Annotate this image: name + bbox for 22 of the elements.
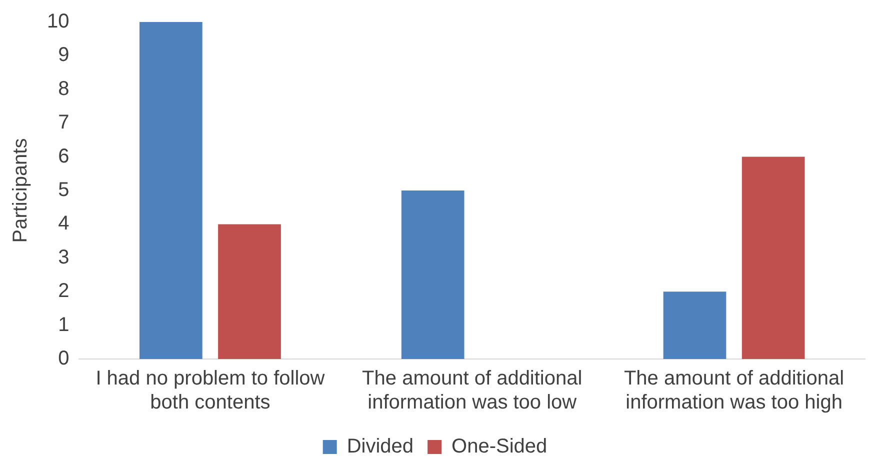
x-tick-label: I had no problem to follow both contents	[96, 368, 326, 414]
y-tick-label: 10	[46, 10, 70, 33]
legend-label: Divided	[346, 436, 414, 458]
y-tick-label: 5	[58, 179, 70, 202]
y-tick-label: 2	[58, 280, 70, 302]
x-tick-label: The amount of additional information was too low	[362, 368, 582, 414]
bar	[139, 22, 202, 359]
y-tick-label: 9	[58, 44, 70, 66]
y-tick-label: 3	[58, 246, 70, 268]
y-tick-label: 6	[58, 145, 70, 168]
bar	[663, 292, 726, 359]
legend-label: One-Sided	[452, 436, 548, 458]
y-tick-label: 7	[58, 112, 70, 134]
y-tick-label: 1	[58, 314, 70, 336]
y-tick-label: 8	[58, 78, 70, 100]
y-tick-label: 0	[58, 348, 70, 370]
y-axis-title: Participants	[10, 138, 32, 243]
bar	[742, 156, 805, 359]
x-tick-label: The amount of additional information was too high	[624, 368, 844, 414]
y-tick-label: 4	[58, 212, 70, 235]
bar	[218, 224, 281, 359]
bar	[401, 190, 464, 359]
